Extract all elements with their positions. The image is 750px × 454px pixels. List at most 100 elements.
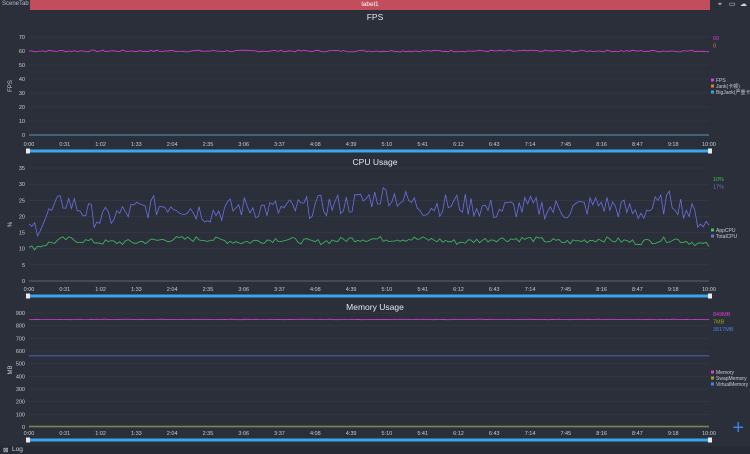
x-tick-label-1-18: 9:18 [668,287,679,293]
y-tick-label-2-0: 0 [22,425,25,431]
current-value-label-1-1: 17% [713,185,724,191]
x-tick-label-1-10: 5:10 [382,287,393,293]
x-tick-label-0-12: 6:12 [453,142,464,148]
x-tick-label-0-2: 1:02 [95,142,106,148]
x-tick-label-1-19: 10:00 [702,287,716,293]
x-tick-label-2-4: 2:04 [167,431,178,437]
x-tick-label-1-12: 6:12 [453,287,464,293]
x-tick-label-1-0: 0:00 [24,287,35,293]
scene-tab[interactable]: SceneTab [2,1,29,7]
y-tick-label-0-6: 60 [19,49,25,55]
x-tick-label-2-12: 6:12 [453,431,464,437]
y-tick-label-2-8: 800 [16,324,25,330]
x-tick-label-2-3: 1:33 [131,431,142,437]
y-tick-label-0-4: 40 [19,77,25,83]
y-axis-label-1: % [8,221,14,227]
x-tick-label-2-9: 4:39 [346,431,357,437]
current-value-label-2-0: 849MB [713,312,731,318]
timeline-scrollbar-2 [27,438,711,442]
x-tick-label-0-13: 6:43 [489,142,500,148]
x-tick-label-1-9: 4:39 [346,287,357,293]
label-tab[interactable]: label1 [30,0,710,10]
x-tick-label-0-1: 0:31 [59,142,70,148]
scrollbar-handle-left-1 [26,293,30,299]
y-tick-label-0-0: 0 [22,133,25,139]
y-axis-label-2: MB [8,366,14,375]
x-tick-label-0-11: 5:41 [417,142,428,148]
top-bar: SceneTab label1 ⌖ ▭ ☁ [0,0,750,10]
legend-swatch-0-1 [711,84,714,88]
x-tick-label-0-6: 3:06 [238,142,249,148]
x-tick-label-1-4: 2:04 [167,287,178,293]
legend-swatch-0-0 [711,78,714,82]
scrollbar-handle-left-0 [26,148,30,154]
x-tick-label-1-15: 7:45 [560,287,571,293]
x-tick-label-2-16: 8:16 [596,431,607,437]
y-tick-label-1-1: 5 [22,263,25,269]
y-tick-label-2-9: 900 [16,311,25,317]
x-tick-label-0-10: 5:10 [382,142,393,148]
legend-swatch-1-1 [711,234,714,238]
scrollbar-handle-left-2 [26,437,30,443]
x-tick-label-0-14: 7:14 [525,142,536,148]
cloud-icon[interactable]: ☁ [740,1,747,8]
x-tick-label-2-11: 5:41 [417,431,428,437]
x-tick-label-0-8: 4:08 [310,142,321,148]
legend-entry-0-2: BigJank(严重卡顿) [716,89,750,96]
x-tick-label-0-18: 9:18 [668,142,679,148]
legend-entry-2-1: SwapMemory [716,376,747,382]
y-tick-label-2-4: 400 [16,374,25,380]
x-tick-label-2-13: 6:43 [489,431,500,437]
y-tick-label-2-5: 500 [16,362,25,368]
y-tick-label-0-5: 50 [19,63,25,69]
bottom-bar: ⊠ Log [0,446,750,454]
x-tick-label-1-5: 2:35 [203,287,214,293]
y-tick-label-1-3: 15 [19,231,25,237]
x-tick-label-2-10: 5:10 [382,431,393,437]
add-icon[interactable]: + [732,417,744,439]
x-tick-label-1-7: 3:37 [274,287,285,293]
x-tick-label-0-15: 7:45 [560,142,571,148]
location-icon[interactable]: ⌖ [718,1,722,8]
legend-entry-2-2: VirtualMemory [716,382,749,388]
legend-entry-2-0: Memory [716,370,735,376]
chart-title-1: CPU Usage [353,157,398,167]
y-tick-label-1-0: 0 [22,279,25,285]
y-tick-label-2-7: 700 [16,336,25,342]
current-value-label-1-0: 10% [713,177,724,183]
y-tick-label-2-6: 600 [16,349,25,355]
y-tick-label-2-3: 300 [16,387,25,393]
y-tick-label-1-4: 20 [19,214,25,220]
x-tick-label-0-9: 4:39 [346,142,357,148]
current-value-label-0-0: 60 [713,36,719,42]
log-toggle-icon[interactable]: ⊠ [3,447,9,454]
chart-title-0: FPS [367,12,384,22]
series-line-0-0 [28,49,710,53]
scrollbar-handle-right-1 [708,293,712,299]
y-tick-label-0-2: 20 [19,105,25,111]
y-axis-label-0: FPS [8,80,14,92]
x-tick-label-1-6: 3:06 [238,287,249,293]
y-tick-label-1-7: 35 [19,166,25,172]
log-label[interactable]: Log [12,446,23,453]
series-line-1-0 [28,235,710,251]
y-tick-label-1-5: 25 [19,198,25,204]
y-tick-label-0-7: 70 [19,35,25,41]
y-tick-label-2-1: 100 [16,412,25,418]
x-tick-label-0-19: 10:00 [702,142,716,148]
y-tick-label-1-2: 10 [19,247,25,253]
x-tick-label-2-1: 0:31 [59,431,70,437]
x-tick-label-0-7: 3:37 [274,142,285,148]
x-tick-label-1-8: 4:08 [310,287,321,293]
current-value-label-2-2: 3817MB [713,327,734,333]
x-tick-label-0-5: 2:35 [203,142,214,148]
x-tick-label-2-18: 9:18 [668,431,679,437]
legend-swatch-2-1 [711,376,714,380]
y-tick-label-1-6: 30 [19,182,25,188]
y-tick-label-2-2: 200 [16,400,25,406]
x-tick-label-2-7: 3:37 [274,431,285,437]
y-tick-label-0-3: 30 [19,91,25,97]
folder-icon[interactable]: ▭ [729,1,736,8]
x-tick-label-2-15: 7:45 [560,431,571,437]
